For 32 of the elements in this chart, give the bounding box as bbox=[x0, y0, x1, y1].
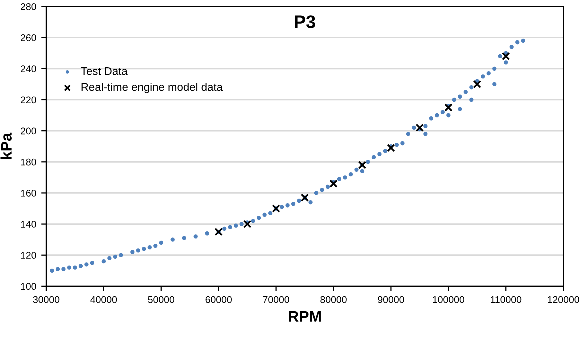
y-tick-label: 260 bbox=[21, 34, 36, 42]
y-tick-label: 120 bbox=[21, 252, 36, 259]
point bbox=[387, 144, 396, 152]
y-tick-label: 140 bbox=[21, 221, 36, 228]
x-tick-label: 120000 bbox=[548, 296, 580, 304]
x-tick-label: 70000 bbox=[263, 296, 290, 304]
point bbox=[416, 124, 424, 132]
chart-title: P3 bbox=[295, 16, 316, 28]
y-tick-label: 200 bbox=[21, 128, 36, 135]
point bbox=[444, 104, 453, 112]
x-tick-label: 50000 bbox=[148, 296, 175, 304]
y-tick-label: 160 bbox=[21, 190, 36, 197]
point bbox=[330, 180, 338, 188]
y-axis-title: kPa bbox=[0, 132, 12, 160]
x-tick-label: 80000 bbox=[320, 296, 347, 304]
y-tick-label: 220 bbox=[21, 96, 36, 104]
point bbox=[502, 52, 510, 61]
legend-label: Test Data bbox=[81, 67, 128, 76]
y-tick-label: 280 bbox=[21, 3, 36, 10]
x-tick-label: 30000 bbox=[33, 296, 60, 304]
y-tick-label: 240 bbox=[21, 66, 36, 73]
y-tick-label: 180 bbox=[21, 158, 36, 166]
x-tick-label: 110000 bbox=[490, 296, 522, 304]
x-axis-title: RPM bbox=[289, 311, 321, 322]
legend-label: Real-time engine model data bbox=[82, 83, 223, 94]
x-tick-label: 60000 bbox=[206, 296, 232, 304]
point bbox=[473, 80, 482, 89]
x-tick-label: 90000 bbox=[378, 296, 404, 304]
y-tick-label: 100 bbox=[21, 283, 36, 290]
point bbox=[243, 220, 252, 228]
x-tick-label: 100000 bbox=[433, 296, 465, 304]
x-tick-label: 40000 bbox=[90, 296, 118, 304]
